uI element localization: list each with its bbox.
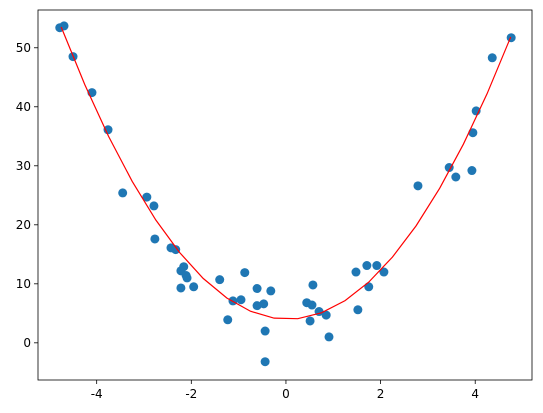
scatter-point [266, 286, 276, 296]
x-tick-label: -2 [185, 387, 197, 401]
scatter-point [149, 201, 159, 211]
scatter-point [260, 326, 270, 336]
scatter-point [215, 275, 225, 285]
x-tick-label: 2 [377, 387, 385, 401]
scatter-point [176, 283, 186, 293]
scatter-point [362, 261, 372, 271]
x-tick-label: 4 [471, 387, 479, 401]
scatter-point [189, 282, 199, 292]
scatter-point [305, 316, 315, 326]
scatter-point [142, 192, 152, 202]
scatter-point [324, 332, 334, 342]
scatter-point [179, 262, 189, 272]
scatter-point [364, 282, 374, 292]
scatter-point [236, 295, 246, 305]
y-tick-label: 0 [23, 336, 31, 350]
scatter-point [103, 125, 113, 135]
scatter-point [223, 315, 233, 325]
y-tick-label: 50 [16, 41, 31, 55]
scatter-point [150, 234, 160, 244]
y-tick-label: 20 [16, 218, 31, 232]
scatter-point [118, 188, 128, 198]
scatter-point [252, 284, 262, 294]
scatter-point [240, 268, 250, 278]
scatter-point [487, 53, 497, 63]
scatter-point [308, 280, 318, 290]
scatter-point [451, 172, 461, 182]
scatter-point [413, 181, 423, 191]
scatter-point [182, 273, 192, 283]
plot-frame [37, 9, 533, 381]
scatter-point [467, 166, 477, 176]
y-tick-label: 40 [16, 100, 31, 114]
y-tick-label: 10 [16, 277, 31, 291]
scatter-point [372, 261, 382, 271]
fit-line [60, 26, 512, 320]
scatter-point [260, 357, 270, 367]
scatter-point [506, 33, 516, 43]
scatter-point [351, 267, 361, 277]
y-tick-label: 30 [16, 159, 31, 173]
scatter-point [171, 245, 181, 255]
scatter-point [353, 305, 363, 315]
scatter-point [259, 299, 269, 309]
x-tick-label: -4 [91, 387, 103, 401]
x-tick-label: 0 [282, 387, 290, 401]
scatter-point [468, 128, 478, 138]
scatter-point [59, 21, 69, 31]
scatter-point [321, 310, 331, 320]
scatter-point [379, 267, 389, 277]
scatter-point [307, 300, 317, 310]
